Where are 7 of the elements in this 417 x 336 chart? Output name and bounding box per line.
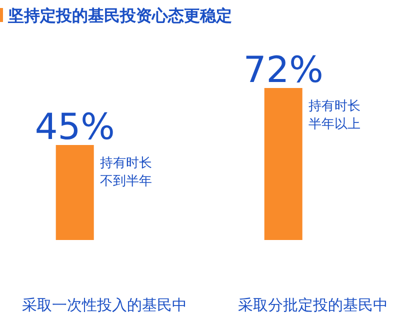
x-tick-label: 采取分批定投的基民中 <box>238 296 388 314</box>
annotation: 持有时长不到半年 <box>100 156 152 189</box>
chart-title: 坚持定投的基民投资心态更稳定 <box>7 6 232 25</box>
data-label: 72% <box>243 50 324 91</box>
annotation: 持有时长半年以上 <box>308 99 360 132</box>
data-label: 45% <box>34 107 115 148</box>
x-tick-label: 采取一次性投入的基民中 <box>22 296 187 314</box>
